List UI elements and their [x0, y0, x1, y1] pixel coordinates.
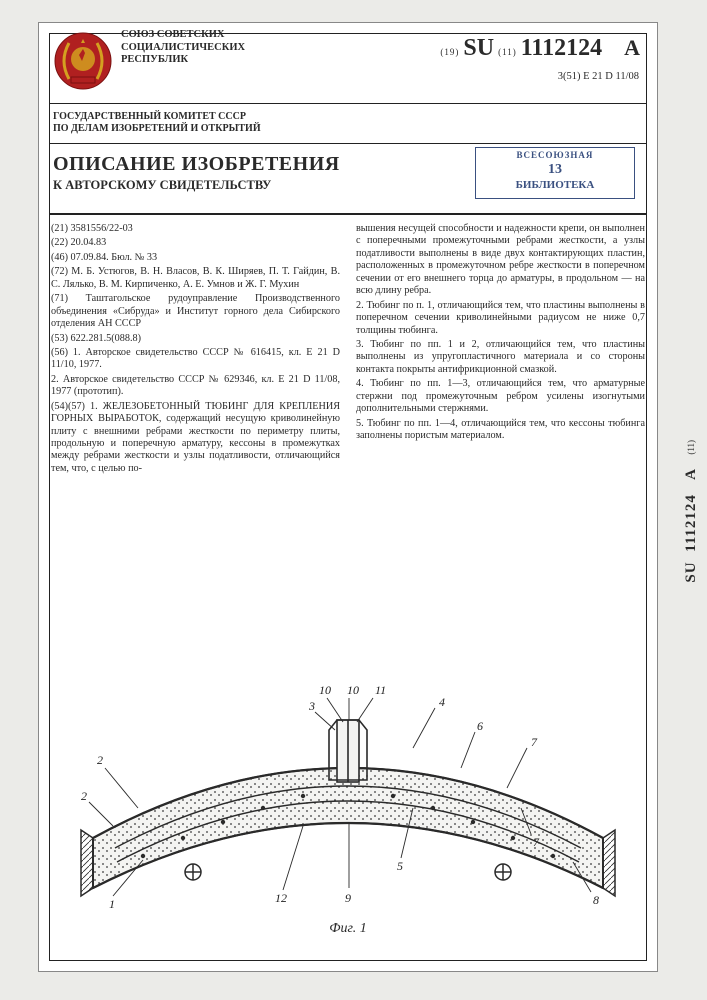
patent-page: СОЮЗ СОВЕТСКИХ СОЦИАЛИСТИЧЕСКИХ РЕСПУБЛИ… — [38, 22, 658, 972]
header-org: СОЮЗ СОВЕТСКИХ СОЦИАЛИСТИЧЕСКИХ РЕСПУБЛИ… — [121, 29, 245, 67]
rule — [49, 103, 647, 104]
rule — [49, 143, 647, 144]
right-column: вышения несущей способности и надежности… — [356, 223, 645, 477]
svg-text:5: 5 — [397, 859, 403, 873]
rule-heavy — [49, 213, 647, 215]
field-53: (53) 622.281.5(088.8) — [51, 333, 340, 345]
svg-text:11: 11 — [375, 683, 386, 697]
claim-4: 4. Тюбинг по пп. 1—3, отличающийся тем, … — [356, 378, 645, 415]
spine-label: (11) SU 1112124 A — [677, 440, 705, 980]
claim-2: 2. Тюбинг по п. 1, отличающийся тем, что… — [356, 300, 645, 337]
svg-text:7: 7 — [531, 735, 538, 749]
title-main: ОПИСАНИЕ ИЗОБРЕТЕНИЯ — [53, 153, 340, 176]
title-sub: К АВТОРСКОМУ СВИДЕТЕЛЬСТВУ — [53, 178, 340, 193]
svg-text:10: 10 — [319, 683, 331, 697]
left-column: (21) 3581556/22-03 (22) 20.04.83 (46) 07… — [51, 223, 340, 477]
org-line: СОЦИАЛИСТИЧЕСКИХ — [121, 42, 245, 55]
svg-text:12: 12 — [275, 891, 287, 905]
field-22: (22) 20.04.83 — [51, 237, 340, 249]
svg-text:10: 10 — [347, 683, 359, 697]
field-21: (21) 3581556/22-03 — [51, 223, 340, 235]
field-71: (71) Таштагольское рудоуправление Произв… — [51, 293, 340, 330]
field-72: (72) М. Б. Устюгов, В. Н. Власов, В. К. … — [51, 266, 340, 291]
figure-1: 1 2 2 3 10 10 11 4 5 6 7 7 8 9 12 Фиг. 1 — [53, 633, 643, 943]
svg-text:8: 8 — [593, 893, 599, 907]
claim-3: 3. Тюбинг по пп. 1 и 2, отличающийся тем… — [356, 339, 645, 376]
committee: ГОСУДАРСТВЕННЫЙ КОМИТЕТ СССР ПО ДЕЛАМ ИЗ… — [53, 111, 261, 134]
svg-text:7: 7 — [533, 835, 540, 849]
org-line: РЕСПУБЛИК — [121, 54, 245, 67]
svg-text:2: 2 — [81, 789, 87, 803]
claim-5: 5. Тюбинг по пп. 1—4, отличающийся тем, … — [356, 418, 645, 443]
svg-text:9: 9 — [345, 891, 351, 905]
title-block: ОПИСАНИЕ ИЗОБРЕТЕНИЯ К АВТОРСКОМУ СВИДЕТ… — [53, 153, 340, 193]
claim-1-cont: вышения несущей способности и надежности… — [356, 223, 645, 298]
header: СОЮЗ СОВЕТСКИХ СОЦИАЛИСТИЧЕСКИХ РЕСПУБЛИ… — [39, 23, 657, 101]
field-56-1: (56) 1. Авторское свидетельство СССР № 6… — [51, 347, 340, 372]
svg-text:1: 1 — [109, 897, 115, 911]
svg-text:3: 3 — [308, 699, 315, 713]
svg-text:4: 4 — [439, 695, 445, 709]
field-46: (46) 07.09.84. Бюл. № 33 — [51, 252, 340, 264]
figure-caption: Фиг. 1 — [329, 921, 367, 937]
library-stamp: ВСЕСОЮЗНАЯ 13 БИБЛИОТЕКА — [475, 147, 635, 199]
doc-number: (19) SU (11) 1112124 A — [440, 35, 641, 62]
body-columns: (21) 3581556/22-03 (22) 20.04.83 (46) 07… — [51, 223, 645, 477]
ussr-emblem — [53, 31, 113, 91]
org-line: СОЮЗ СОВЕТСКИХ — [121, 29, 245, 42]
figure-svg: 1 2 2 3 10 10 11 4 5 6 7 7 8 9 12 — [53, 633, 643, 943]
svg-text:2: 2 — [97, 753, 103, 767]
field-56-2: 2. Авторское свидетельство СССР № 629346… — [51, 374, 340, 399]
field-54-57: (54)(57) 1. ЖЕЛЕЗОБЕТОННЫЙ ТЮБИНГ ДЛЯ КР… — [51, 401, 340, 476]
ipc-code: 3(51) E 21 D 11/08 — [558, 71, 639, 82]
svg-text:6: 6 — [477, 719, 483, 733]
